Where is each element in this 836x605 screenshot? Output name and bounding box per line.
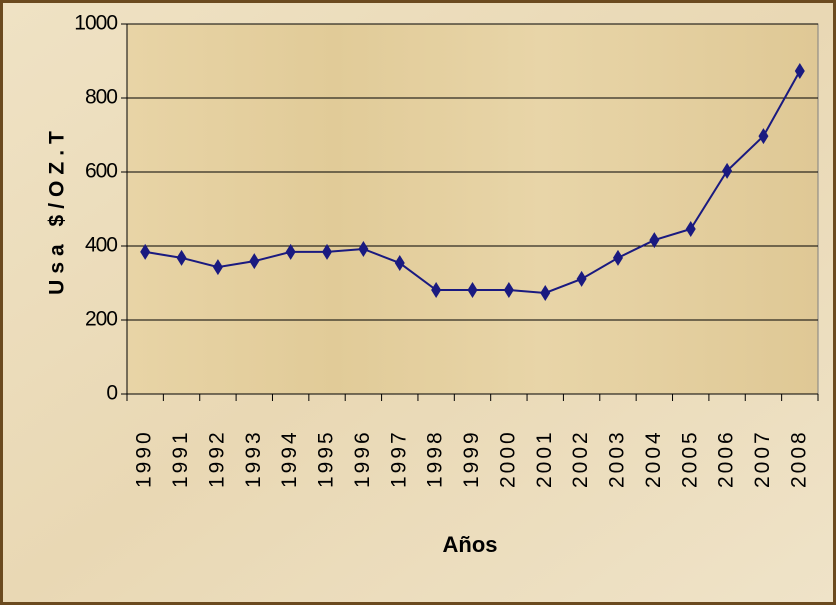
x-tick-label: 1992 bbox=[205, 429, 228, 488]
x-tick-label: 1999 bbox=[460, 429, 483, 488]
y-tick-label: 600 bbox=[85, 160, 117, 183]
plot-area bbox=[126, 23, 819, 395]
point-marker bbox=[758, 128, 769, 145]
y-tick-label: 400 bbox=[85, 234, 117, 257]
point-marker bbox=[212, 259, 223, 276]
x-tick-label: 1990 bbox=[133, 429, 156, 488]
point-marker bbox=[176, 249, 187, 266]
point-marker bbox=[358, 240, 369, 257]
point-marker bbox=[503, 282, 514, 299]
x-tick-label: 1998 bbox=[424, 429, 447, 488]
y-tick-label: 1000 bbox=[74, 12, 117, 35]
point-marker bbox=[722, 162, 733, 179]
point-marker bbox=[322, 243, 333, 260]
point-marker bbox=[649, 232, 660, 249]
y-tick-label: 800 bbox=[85, 86, 117, 109]
point-marker bbox=[285, 243, 296, 260]
x-tick-label: 1993 bbox=[242, 429, 265, 488]
x-tick-label: 1995 bbox=[315, 429, 338, 488]
x-tick-label: 2006 bbox=[715, 429, 738, 488]
x-tick-label: 2004 bbox=[642, 429, 665, 488]
point-marker bbox=[467, 282, 478, 299]
point-marker bbox=[794, 62, 805, 79]
y-tick-label: 200 bbox=[85, 308, 117, 331]
point-marker bbox=[576, 270, 587, 287]
point-marker bbox=[249, 253, 260, 270]
x-tick-label: 2005 bbox=[678, 429, 701, 488]
x-tick-label: 1994 bbox=[278, 429, 301, 488]
x-tick-label: 1996 bbox=[351, 429, 374, 488]
x-tick-label: 1991 bbox=[169, 429, 192, 488]
x-tick-label: 1997 bbox=[387, 429, 410, 488]
point-marker bbox=[612, 249, 623, 266]
x-tick-label: 2003 bbox=[606, 429, 629, 488]
point-marker bbox=[540, 284, 551, 301]
point-marker bbox=[140, 243, 151, 260]
x-tick-label: 2008 bbox=[787, 429, 810, 488]
x-tick-label: 2002 bbox=[569, 429, 592, 488]
x-axis-label: Años bbox=[443, 532, 498, 557]
y-tick-label: 0 bbox=[106, 382, 117, 405]
x-tick-label: 2007 bbox=[751, 429, 774, 488]
point-marker bbox=[394, 255, 405, 272]
point-marker bbox=[431, 282, 442, 299]
x-tick-label: 2001 bbox=[533, 429, 556, 488]
point-marker bbox=[685, 220, 696, 237]
x-tick-label: 2000 bbox=[496, 429, 519, 488]
y-axis-label: Usa $/OZ.T bbox=[46, 125, 69, 295]
